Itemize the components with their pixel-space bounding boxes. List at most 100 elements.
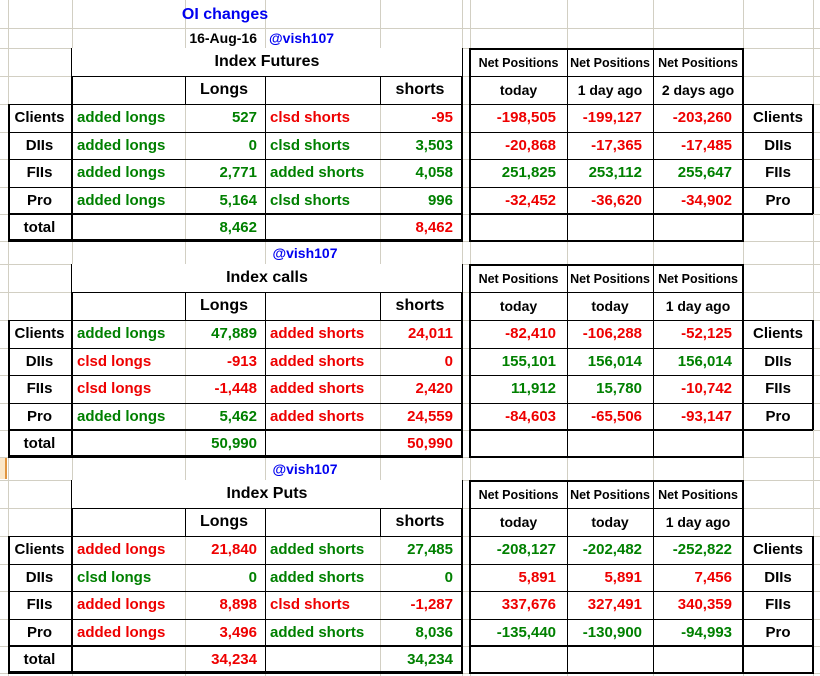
cell-total-shorts[interactable]: 8,462 — [415, 219, 453, 236]
cell-entity-label[interactable]: DIIs — [25, 568, 54, 586]
cell-longs-action[interactable]: added longs — [77, 109, 166, 126]
header-net-positions-1[interactable]: Net Positions — [478, 488, 559, 502]
header-longs[interactable]: Longs — [200, 297, 248, 314]
cell-shorts-action[interactable]: added shorts — [270, 325, 365, 342]
cell-entity-label[interactable]: Clients — [14, 541, 65, 558]
cell-longs-action[interactable]: added longs — [77, 541, 166, 558]
cell-shorts-value[interactable]: 2,420 — [415, 380, 453, 397]
cell-longs-action[interactable]: added longs — [77, 407, 166, 425]
header-net-positions-3[interactable]: Net Positions — [658, 488, 738, 502]
cell-shorts-action[interactable]: clsd shorts — [270, 596, 351, 613]
cell-longs-value[interactable]: 47,889 — [211, 325, 257, 342]
cell-net-position-2[interactable]: 5,891 — [604, 568, 642, 586]
cell-net-position-1[interactable]: 5,891 — [518, 568, 556, 586]
header-net-positions-2[interactable]: Net Positions — [570, 272, 650, 286]
highlight-cell[interactable] — [0, 458, 7, 479]
cell-handle-divider-1[interactable]: @vish107 — [272, 245, 338, 261]
cell-longs-value[interactable]: 527 — [231, 109, 257, 126]
cell-net-position-1[interactable]: 155,101 — [501, 352, 556, 370]
cell-total-shorts[interactable]: 34,234 — [407, 651, 453, 668]
header-net-positions-3[interactable]: Net Positions — [658, 272, 738, 286]
subheader-period-3[interactable]: 2 days ago — [661, 82, 735, 98]
cell-net-position-1[interactable]: -32,452 — [505, 191, 556, 209]
cell-total-longs[interactable]: 50,990 — [211, 435, 257, 452]
cell-total-longs[interactable]: 8,462 — [219, 219, 257, 236]
cell-entity-label-right[interactable]: Pro — [765, 623, 791, 641]
header-shorts[interactable]: shorts — [395, 81, 445, 98]
cell-sheet-title[interactable]: OI changes — [181, 6, 269, 23]
cell-net-position-3[interactable]: 340,359 — [677, 596, 732, 613]
cell-net-position-2[interactable]: 156,014 — [587, 352, 642, 370]
cell-longs-value[interactable]: 0 — [248, 568, 257, 586]
cell-longs-value[interactable]: 21,840 — [211, 541, 257, 558]
cell-entity-label[interactable]: DIIs — [25, 352, 54, 370]
cell-longs-value[interactable]: 5,164 — [219, 191, 257, 209]
cell-shorts-value[interactable]: 4,058 — [415, 164, 453, 181]
cell-longs-action[interactable]: clsd longs — [77, 380, 152, 397]
subheader-period-1[interactable]: today — [499, 82, 538, 98]
cell-entity-label-right[interactable]: DIIs — [764, 568, 792, 586]
cell-longs-action[interactable]: added longs — [77, 191, 166, 209]
cell-net-position-1[interactable]: -198,505 — [496, 109, 556, 126]
cell-entity-label[interactable]: Clients — [14, 109, 65, 126]
cell-entity-label[interactable]: FIIs — [26, 596, 53, 613]
header-net-positions-3[interactable]: Net Positions — [658, 56, 738, 70]
cell-net-position-3[interactable]: -34,902 — [681, 191, 732, 209]
cell-longs-value[interactable]: 8,898 — [219, 596, 257, 613]
cell-longs-value[interactable]: 0 — [248, 136, 257, 154]
cell-net-position-2[interactable]: 253,112 — [588, 164, 642, 181]
cell-entity-label-right[interactable]: Pro — [765, 407, 791, 425]
cell-net-position-1[interactable]: 11,912 — [510, 380, 556, 397]
cell-shorts-action[interactable]: added shorts — [270, 541, 365, 558]
subheader-period-1[interactable]: today — [499, 514, 538, 530]
cell-total-shorts[interactable]: 50,990 — [407, 435, 453, 452]
cell-net-position-2[interactable]: -199,127 — [582, 109, 642, 126]
section-title[interactable]: Index calls — [72, 264, 462, 292]
subheader-period-2[interactable]: today — [591, 514, 629, 530]
cell-shorts-value[interactable]: -95 — [431, 109, 453, 126]
cell-net-position-2[interactable]: -202,482 — [582, 541, 642, 558]
cell-longs-value[interactable]: -1,448 — [214, 380, 257, 397]
cell-shorts-action[interactable]: added shorts — [270, 568, 365, 586]
cell-net-position-2[interactable]: -65,506 — [591, 407, 642, 425]
subheader-period-3[interactable]: 1 day ago — [665, 298, 731, 314]
cell-longs-value[interactable]: 5,462 — [219, 407, 257, 425]
cell-entity-label-right[interactable]: Clients — [752, 109, 803, 126]
cell-shorts-action[interactable]: clsd shorts — [270, 109, 351, 126]
cell-total-label[interactable]: total — [23, 219, 56, 236]
cell-entity-label-right[interactable]: DIIs — [764, 136, 792, 154]
header-net-positions-2[interactable]: Net Positions — [570, 488, 650, 502]
cell-net-position-3[interactable]: 255,647 — [677, 164, 732, 181]
cell-net-position-3[interactable]: -17,485 — [681, 136, 732, 154]
cell-shorts-value[interactable]: 3,503 — [415, 136, 453, 154]
cell-longs-value[interactable]: 3,496 — [219, 623, 257, 641]
header-net-positions-1[interactable]: Net Positions — [478, 272, 559, 286]
cell-total-label[interactable]: total — [23, 651, 56, 668]
cell-shorts-action[interactable]: added shorts — [270, 380, 365, 397]
cell-handle[interactable]: @vish107 — [269, 30, 335, 46]
cell-entity-label-right[interactable]: DIIs — [764, 352, 792, 370]
cell-longs-action[interactable]: clsd longs — [77, 568, 152, 586]
cell-net-position-3[interactable]: -94,993 — [681, 623, 732, 641]
cell-net-position-2[interactable]: -130,900 — [582, 623, 642, 641]
cell-entity-label[interactable]: DIIs — [25, 136, 54, 154]
cell-shorts-value[interactable]: 8,036 — [415, 623, 453, 641]
cell-entity-label[interactable]: Pro — [26, 191, 52, 209]
subheader-period-1[interactable]: today — [499, 298, 538, 314]
header-net-positions-2[interactable]: Net Positions — [570, 56, 650, 70]
cell-entity-label-right[interactable]: Pro — [765, 191, 791, 209]
cell-shorts-value[interactable]: 27,485 — [407, 541, 453, 558]
cell-net-position-3[interactable]: -93,147 — [681, 407, 732, 425]
cell-date[interactable]: 16-Aug-16 — [189, 30, 257, 46]
cell-entity-label[interactable]: FIIs — [26, 380, 53, 397]
section-title[interactable]: Index Puts — [72, 480, 462, 508]
cell-shorts-action[interactable]: added shorts — [270, 407, 365, 425]
cell-handle-divider-2[interactable]: @vish107 — [272, 461, 338, 477]
cell-entity-label[interactable]: FIIs — [26, 164, 53, 181]
cell-shorts-action[interactable]: added shorts — [270, 623, 365, 641]
cell-shorts-value[interactable]: 24,559 — [407, 407, 453, 425]
cell-entity-label[interactable]: Clients — [14, 325, 65, 342]
cell-net-position-2[interactable]: 15,780 — [596, 380, 642, 397]
cell-net-position-1[interactable]: -135,440 — [496, 623, 556, 641]
cell-net-position-2[interactable]: -106,288 — [582, 325, 642, 342]
